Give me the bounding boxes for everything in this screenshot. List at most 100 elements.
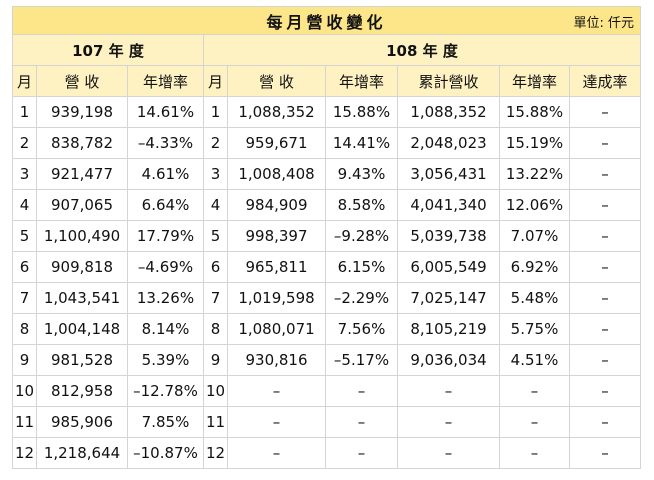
unit-label: 單位: 仟元 [573,16,634,31]
col-header-achievement-108: 達成率 [569,65,641,97]
cell-month-108: 9 [203,344,228,376]
cell-month-107: 8 [12,313,37,345]
cell-revenue-107: 838,782 [36,127,128,159]
cell-month-108: 7 [203,282,228,314]
column-header-row: 月 營 收 年增率 月 營 收 年增率 累計營收 年增率 達成率 [12,65,641,97]
cell-yoy-107: –4.33% [127,127,204,159]
table-title: 每月營收變化 [266,12,387,32]
cell-revenue-107: 1,004,148 [36,313,128,345]
cell-yoy-108: 7.56% [325,313,398,345]
table-row: 10 812,958 –12.78% 10– – – – – [12,375,641,407]
cell-revenue-107: 1,043,541 [36,282,128,314]
col-header-yoy-108: 年增率 [325,65,398,97]
table-row: 12 1,218,644 –10.87% 12– – – – – [12,437,641,469]
col-header-month-108: 月 [203,65,228,97]
cell-revenue-108: 1,080,071 [227,313,326,345]
cell-achievement-108: – [569,220,641,252]
cell-cumulative-108: – [397,406,500,438]
cell-month-108: 6 [203,251,228,283]
cell-cumulative-108: – [397,375,500,407]
cell-month-107: 5 [12,220,37,252]
cell-cumulative-108: 2,048,023 [397,127,500,159]
cell-cumulative-yoy-108: 4.51% [499,344,570,376]
cell-yoy-107: 13.26% [127,282,204,314]
cell-month-107: 1 [12,96,37,128]
revenue-table-container: 每月營收變化 單位: 仟元 107 年 度 108 年 度 月 營 收 年增率 … [12,6,641,469]
cell-cumulative-yoy-108: 6.92% [499,251,570,283]
cell-revenue-108: 965,811 [227,251,326,283]
cell-achievement-108: – [569,313,641,345]
cell-month-107: 6 [12,251,37,283]
cell-month-107: 7 [12,282,37,314]
table-body: 1 939,198 14.61% 1 1,088,352 15.88% 1,088,352 1… [12,96,641,469]
col-header-revenue-108: 營 收 [227,65,326,97]
cell-cumulative-yoy-108: 15.88% [499,96,570,128]
cell-achievement-108: – [569,344,641,376]
cell-yoy-108: –2.29% [325,282,398,314]
cell-cumulative-yoy-108: 5.75% [499,313,570,345]
cell-month-107: 12 [12,437,37,469]
cell-revenue-107: 939,198 [36,96,128,128]
year-108-header: 108 年 度 [203,34,641,66]
cell-revenue-108: 984,909 [227,189,326,221]
table-row: 4 907,065 6.64% 4 984,909 8.58% 4,041,340 12.06… [12,189,641,221]
cell-achievement-108: – [569,375,641,407]
cell-revenue-107: 907,065 [36,189,128,221]
cell-cumulative-108: 3,056,431 [397,158,500,190]
cell-yoy-108: – [325,406,398,438]
cell-cumulative-108: 4,041,340 [397,189,500,221]
cell-achievement-108: – [569,282,641,314]
cell-cumulative-108: 7,025,147 [397,282,500,314]
col-header-month-107: 月 [12,65,37,97]
cell-cumulative-108: 1,088,352 [397,96,500,128]
cell-revenue-108: 1,019,598 [227,282,326,314]
col-header-revenue-107: 營 收 [36,65,128,97]
cell-yoy-108: –5.17% [325,344,398,376]
year-header-row: 107 年 度 108 年 度 [12,34,641,66]
year-107-header: 107 年 度 [12,34,204,66]
cell-cumulative-yoy-108: – [499,406,570,438]
cell-yoy-108: 14.41% [325,127,398,159]
cell-yoy-108: 6.15% [325,251,398,283]
cell-yoy-108: – [325,437,398,469]
cell-cumulative-108: 6,005,549 [397,251,500,283]
cell-achievement-108: – [569,189,641,221]
table-row: 9 981,528 5.39% 9 930,816 –5.17% 9,036,034 4.51… [12,344,641,376]
table-row: 8 1,004,148 8.14% 8 1,080,071 7.56% 8,105,219 5… [12,313,641,345]
cell-yoy-107: 5.39% [127,344,204,376]
cell-yoy-107: 6.64% [127,189,204,221]
cell-yoy-107: 14.61% [127,96,204,128]
cell-cumulative-108: 8,105,219 [397,313,500,345]
table-row: 3 921,477 4.61% 3 1,008,408 9.43% 3,056,431 13.… [12,158,641,190]
cell-month-108: 3 [203,158,228,190]
cell-revenue-108: – [227,437,326,469]
cell-month-108: 12 [203,437,228,469]
table-row: 6 909,818 –4.69% 6 965,811 6.15% 6,005,549 6.92… [12,251,641,283]
cell-revenue-107: 985,906 [36,406,128,438]
cell-cumulative-yoy-108: – [499,375,570,407]
cell-month-108: 2 [203,127,228,159]
cell-revenue-108: 930,816 [227,344,326,376]
cell-revenue-107: 921,477 [36,158,128,190]
cell-cumulative-yoy-108: 15.19% [499,127,570,159]
cell-month-107: 3 [12,158,37,190]
cell-revenue-108: 1,088,352 [227,96,326,128]
table-row: 2 838,782 –4.33% 2 959,671 14.41% 2,048,023 15.… [12,127,641,159]
cell-month-107: 4 [12,189,37,221]
cell-achievement-108: – [569,127,641,159]
cell-cumulative-yoy-108: 13.22% [499,158,570,190]
cell-revenue-107: 1,218,644 [36,437,128,469]
cell-month-108: 8 [203,313,228,345]
cell-achievement-108: – [569,96,641,128]
cell-month-107: 11 [12,406,37,438]
table-row: 11 985,906 7.85% 11– – – – – [12,406,641,438]
title-row: 每月營收變化 單位: 仟元 [12,6,641,35]
cell-yoy-108: 15.88% [325,96,398,128]
cell-yoy-107: 17.79% [127,220,204,252]
cell-cumulative-yoy-108: 12.06% [499,189,570,221]
cell-yoy-107: –10.87% [127,437,204,469]
cell-revenue-107: 909,818 [36,251,128,283]
cell-cumulative-yoy-108: 5.48% [499,282,570,314]
cell-yoy-108: –9.28% [325,220,398,252]
cell-revenue-108: 998,397 [227,220,326,252]
